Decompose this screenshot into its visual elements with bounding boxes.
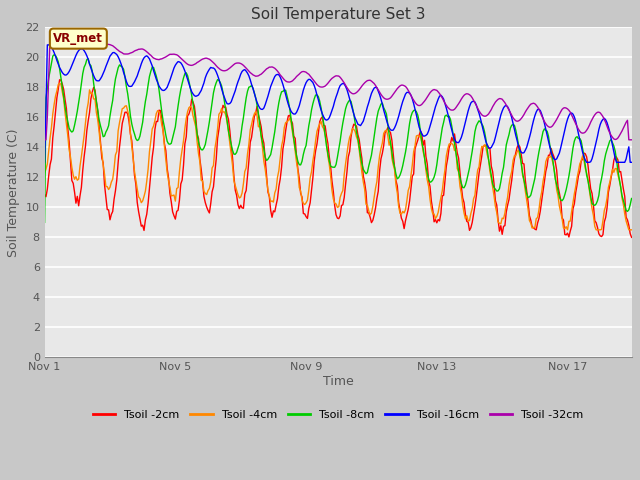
Tsoil -2cm [449, 138, 457, 144]
Tsoil -4cm [449, 142, 457, 148]
Tsoil -16cm [580, 154, 588, 159]
Tsoil -16cm [628, 159, 636, 165]
Tsoil -32cm [87, 45, 95, 50]
Line: Tsoil -16cm: Tsoil -16cm [45, 45, 632, 162]
Tsoil -2cm [506, 187, 514, 192]
Line: Tsoil -32cm: Tsoil -32cm [45, 37, 632, 140]
Tsoil -16cm [494, 123, 502, 129]
Tsoil -16cm [87, 65, 95, 71]
Tsoil -4cm [383, 127, 390, 133]
Tsoil -8cm [41, 219, 49, 225]
Tsoil -2cm [383, 128, 390, 134]
Tsoil -4cm [581, 166, 589, 171]
Tsoil -32cm [41, 137, 49, 143]
X-axis label: Time: Time [323, 375, 353, 388]
Title: Soil Temperature Set 3: Soil Temperature Set 3 [251, 7, 426, 22]
Tsoil -16cm [383, 117, 390, 123]
Tsoil -32cm [506, 110, 514, 116]
Tsoil -4cm [56, 81, 63, 86]
Tsoil -8cm [506, 125, 514, 131]
Tsoil -8cm [383, 111, 390, 117]
Tsoil -16cm [449, 132, 457, 138]
Tsoil -32cm [628, 137, 636, 143]
Tsoil -4cm [506, 174, 514, 180]
Line: Tsoil -2cm: Tsoil -2cm [45, 80, 632, 237]
Y-axis label: Soil Temperature (C): Soil Temperature (C) [7, 128, 20, 257]
Tsoil -8cm [494, 188, 502, 194]
Tsoil -8cm [87, 63, 95, 69]
Line: Tsoil -8cm: Tsoil -8cm [45, 55, 632, 222]
Tsoil -32cm [580, 130, 588, 136]
Legend: Tsoil -2cm, Tsoil -4cm, Tsoil -8cm, Tsoil -16cm, Tsoil -32cm: Tsoil -2cm, Tsoil -4cm, Tsoil -8cm, Tsoi… [88, 406, 588, 425]
Tsoil -8cm [580, 153, 588, 158]
Tsoil -32cm [46, 35, 54, 40]
Tsoil -32cm [449, 107, 457, 113]
Tsoil -8cm [51, 52, 58, 58]
Tsoil -2cm [494, 217, 502, 223]
Tsoil -2cm [56, 77, 63, 83]
Tsoil -16cm [45, 42, 52, 48]
Tsoil -2cm [41, 192, 49, 197]
Tsoil -4cm [564, 227, 572, 233]
Tsoil -32cm [494, 96, 502, 102]
Tsoil -4cm [628, 227, 636, 233]
Tsoil -8cm [449, 132, 457, 137]
Tsoil -4cm [41, 170, 49, 176]
Tsoil -2cm [87, 96, 95, 102]
Tsoil -2cm [580, 150, 588, 156]
Tsoil -16cm [41, 159, 49, 165]
Tsoil -32cm [383, 96, 390, 102]
Tsoil -2cm [628, 234, 636, 240]
Tsoil -8cm [628, 196, 636, 202]
Line: Tsoil -4cm: Tsoil -4cm [45, 84, 632, 230]
Tsoil -4cm [494, 219, 502, 225]
Tsoil -16cm [506, 110, 514, 116]
Tsoil -4cm [87, 91, 95, 96]
Text: VR_met: VR_met [53, 32, 103, 45]
